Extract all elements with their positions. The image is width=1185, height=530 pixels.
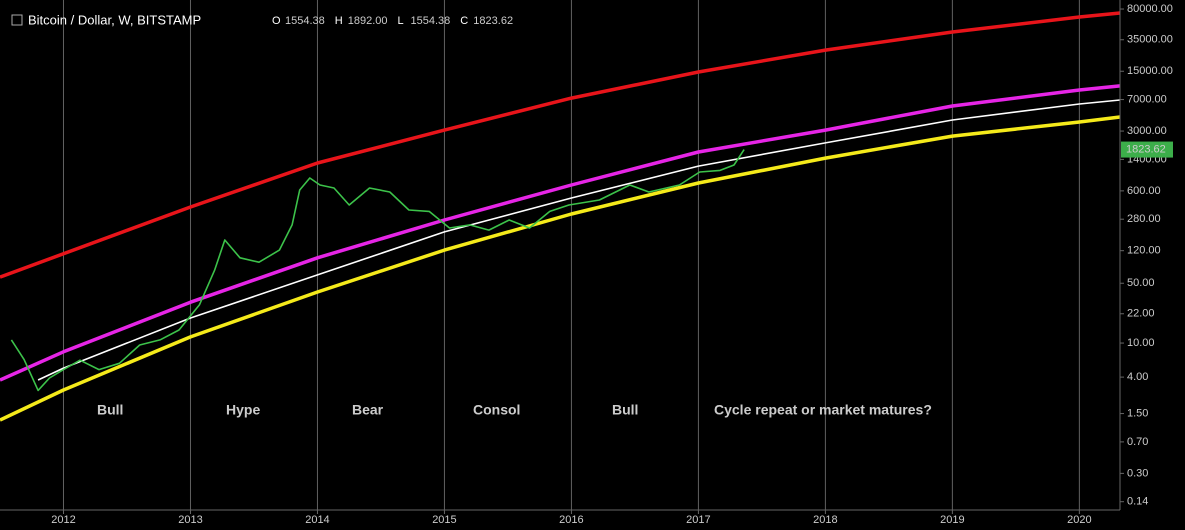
ohlc: O 1554.38 H 1892.00 L 1554.38 C 1823.62 [272,15,513,27]
y-tick-label: 280.00 [1127,213,1161,225]
x-tick-label: 2020 [1067,514,1091,526]
price-line [10,149,745,392]
ohlc-key: L [398,15,404,27]
band-curve [0,11,1121,279]
ohlc-key: H [335,15,343,27]
ohlc-value: 1892.00 [348,15,388,27]
plot [0,11,1121,422]
last-price-tag [1121,141,1173,158]
annotation: Bear [352,402,384,418]
x-tick-label: 2019 [940,514,964,526]
y-tick-label: 3000.00 [1127,125,1167,137]
ohlc-value: 1554.38 [285,15,325,27]
y-tick-label: 50.00 [1127,277,1155,289]
y-tick-label: 7000.00 [1127,93,1167,105]
annotation: Cycle repeat or market matures? [714,402,932,418]
chart-title: Bitcoin / Dollar, W, BITSTAMP [28,12,201,27]
x-tick-label: 2016 [559,514,583,526]
ohlc-key: C [460,15,468,27]
x-tick-label: 2017 [686,514,710,526]
x-tick-label: 2018 [813,514,837,526]
y-tick-label: 35000.00 [1127,34,1173,46]
annotation: Consol [473,402,520,418]
annotation: Hype [226,402,260,418]
collapse-icon[interactable] [11,14,23,26]
ohlc-value: 1823.62 [473,15,513,27]
y-tick-label: 600.00 [1127,185,1161,197]
band-curve [0,84,1121,382]
y-tick-label: 0.14 [1127,496,1148,508]
x-tick-label: 2014 [305,514,329,526]
y-tick-label: 120.00 [1127,245,1161,257]
y-tick-label: 4.00 [1127,371,1148,383]
y-tick-label: 0.30 [1127,467,1148,479]
band-curve [0,115,1121,422]
y-tick-label: 22.00 [1127,308,1155,320]
grid [62,0,1080,510]
band-curve [37,99,1121,381]
ohlc-key: O [272,15,281,27]
annotation: Bull [97,402,123,418]
x-tick-label: 2012 [51,514,75,526]
x-tick-label: 2013 [178,514,202,526]
y-tick-label: 10.00 [1127,337,1155,349]
annotation: Bull [612,402,638,418]
ohlc-value: 1554.38 [411,15,451,27]
y-tick-label: 80000.00 [1127,3,1173,15]
y-tick-label: 15000.00 [1127,65,1173,77]
y-tick-label: 0.70 [1127,436,1148,448]
last-price-label: 1823.62 [1126,143,1166,155]
x-tick-label: 2015 [432,514,456,526]
y-tick-label: 1.50 [1127,407,1148,419]
